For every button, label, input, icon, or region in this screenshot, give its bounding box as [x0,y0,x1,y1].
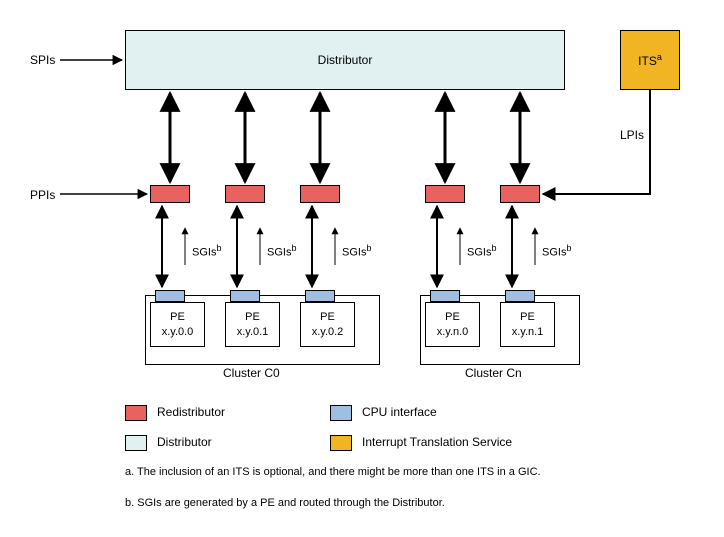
sgi-label-4: SGIsb [542,243,571,259]
sgi-label-3: SGIsb [467,243,496,259]
pe-4: PE x.y.n.1 [500,302,555,347]
cpuif-1 [230,290,260,302]
clusterN-label: Cluster Cn [465,366,522,380]
legend-dist: Distributor [125,435,212,451]
cpuif-0 [155,290,185,302]
redist-3 [425,185,465,203]
footnote-b: b. SGIs are generated by a PE and routed… [125,496,445,511]
redist-0 [150,185,190,203]
cluster0-label: Cluster C0 [223,366,280,380]
lpi-label: LPIs [620,128,644,142]
pe-0: PE x.y.0.0 [150,302,205,347]
sgi-label-1: SGIsb [267,243,296,259]
cpuif-2 [305,290,335,302]
ppi-label: PPIs [30,188,55,202]
pe-3: PE x.y.n.0 [425,302,480,347]
its-label: ITSa [638,52,662,68]
sgi-label-0: SGIsb [192,243,221,259]
footnote-a: a. The inclusion of an ITS is optional, … [125,465,541,480]
legend-redist: Redistributor [125,405,225,421]
legend-its: Interrupt Translation Service [330,435,512,451]
its-box: ITSa [620,30,680,90]
cpuif-3 [430,290,460,302]
distributor-box: Distributor [125,30,565,90]
redist-1 [225,185,265,203]
diagram-canvas: Distributor ITSa SPIs PPIs LPIs PE x.y.0… [10,10,714,527]
redist-2 [300,185,340,203]
cpuif-4 [505,290,535,302]
spi-label: SPIs [30,53,55,67]
legend-cpuif: CPU interface [330,405,437,421]
redist-4 [500,185,540,203]
pe-1: PE x.y.0.1 [225,302,280,347]
sgi-label-2: SGIsb [342,243,371,259]
pe-2: PE x.y.0.2 [300,302,355,347]
distributor-label: Distributor [318,53,373,67]
